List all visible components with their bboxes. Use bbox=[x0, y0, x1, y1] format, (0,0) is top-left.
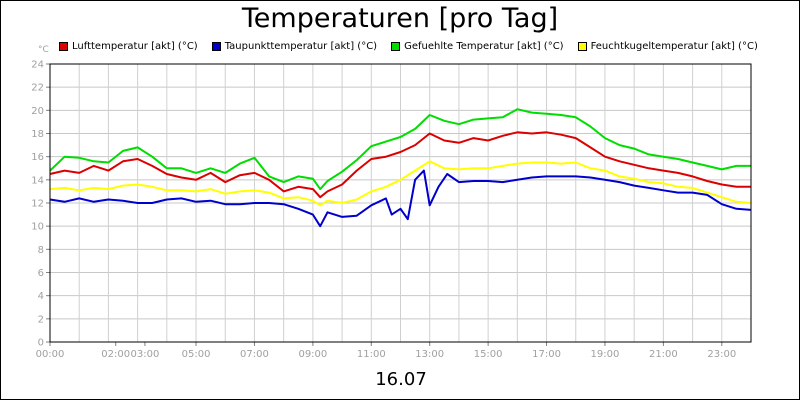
plot-border bbox=[49, 63, 752, 343]
y-tick-label: 22 bbox=[31, 83, 44, 94]
series-line-3 bbox=[49, 108, 751, 191]
x-tick-label: 15:00 bbox=[474, 349, 503, 360]
x-tick-label: 17:00 bbox=[532, 349, 561, 360]
y-tick-label: 12 bbox=[31, 199, 44, 210]
x-tick-label: 07:00 bbox=[240, 349, 269, 360]
y-tick-label: 2 bbox=[38, 314, 44, 325]
y-tick-label: 16 bbox=[31, 152, 44, 163]
series-line-4 bbox=[49, 160, 752, 207]
x-tick-label: 09:00 bbox=[298, 349, 327, 360]
legend: Lufttemperatur [akt] (°C) Taupunkttempera… bbox=[59, 39, 772, 53]
x-tick-label: 00:00 bbox=[36, 349, 65, 360]
series-line-2 bbox=[49, 169, 752, 228]
legend-label: Gefuehlte Temperatur [akt] (°C) bbox=[404, 40, 564, 52]
y-tick-label: 18 bbox=[31, 129, 44, 140]
legend-entry-3: Gefuehlte Temperatur [akt] (°C) bbox=[391, 40, 564, 52]
x-tick-label: 13:00 bbox=[415, 349, 444, 360]
y-tick-label: 0 bbox=[38, 338, 44, 349]
legend-swatch bbox=[391, 41, 401, 51]
x-tick-label: 05:00 bbox=[182, 349, 211, 360]
y-tick-label: 10 bbox=[31, 222, 44, 233]
legend-label: Feuchtkugeltemperatur [akt] (°C) bbox=[590, 40, 758, 52]
y-tick-label: 20 bbox=[31, 106, 44, 117]
x-tick-label: 03:00 bbox=[131, 349, 160, 360]
chart-title: Temperaturen [pro Tag] bbox=[241, 3, 559, 34]
legend-label: Lufttemperatur [akt] (°C) bbox=[72, 40, 198, 52]
x-tick-label: 21:00 bbox=[649, 349, 678, 360]
x-tick-label: 19:00 bbox=[591, 349, 620, 360]
x-tick-label: 23:00 bbox=[707, 349, 736, 360]
date-label: 16.07 bbox=[375, 369, 427, 390]
legend-swatch bbox=[577, 41, 587, 51]
y-tick-label: 4 bbox=[38, 291, 44, 302]
y-tick-label: 8 bbox=[38, 245, 44, 256]
legend-swatch bbox=[211, 41, 221, 51]
series-line-1 bbox=[49, 131, 751, 199]
x-tick-label: 11:00 bbox=[357, 349, 386, 360]
y-tick-label: 14 bbox=[31, 175, 44, 186]
legend-label: Taupunkttemperatur [akt] (°C) bbox=[224, 40, 378, 52]
legend-entry-2: Taupunkttemperatur [akt] (°C) bbox=[211, 40, 378, 52]
y-tick-label: 24 bbox=[31, 60, 44, 71]
x-tick-label: 02:00 bbox=[101, 349, 130, 360]
legend-entry-1: Lufttemperatur [akt] (°C) bbox=[59, 41, 198, 52]
y-tick-label: 6 bbox=[38, 268, 44, 279]
legend-entry-4: Feuchtkugeltemperatur [akt] (°C) bbox=[577, 40, 758, 52]
legend-swatch bbox=[59, 41, 68, 51]
y-axis-unit: °C bbox=[38, 45, 49, 55]
